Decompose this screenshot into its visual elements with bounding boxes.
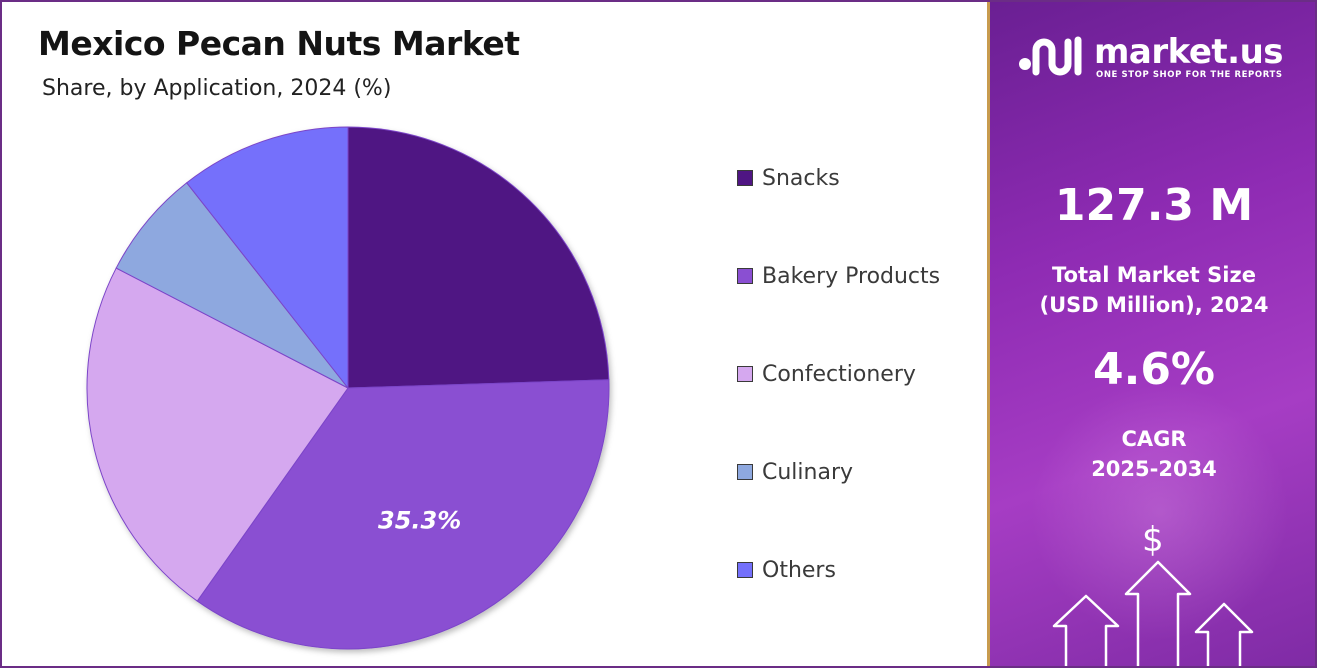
legend-swatch (737, 562, 753, 578)
legend-item-confectionery: Confectionery (737, 358, 916, 390)
brand-tagline: ONE STOP SHOP FOR THE REPORTS (1096, 70, 1283, 80)
pie-slice-bakery-products (196, 379, 610, 650)
summary-panel: market.us ONE STOP SHOP FOR THE REPORTS … (987, 2, 1315, 666)
legend-swatch (737, 464, 753, 480)
data-label-bakery-products: 35.3% (378, 506, 461, 534)
chart-title: Mexico Pecan Nuts Market (38, 24, 520, 63)
pie-slice-culinary (115, 182, 349, 389)
legend-label: Culinary (762, 459, 854, 485)
pie-slice-confectionery (86, 267, 349, 602)
brand-name: market.us (1094, 32, 1284, 72)
legend-label: Bakery Products (762, 263, 941, 289)
legend-label: Others (762, 557, 836, 583)
legend-item-snacks: Snacks (737, 162, 840, 194)
market-size-label-line1: Total Market Size (1052, 263, 1256, 287)
pie-slice-others (186, 126, 349, 390)
legend-swatch (737, 170, 753, 186)
market-size-value: 127.3 M (1054, 180, 1254, 231)
cagr-label-line2: 2025-2034 (1091, 457, 1217, 481)
pie-slice-snacks (347, 126, 610, 389)
pie-chart: 35.3% (86, 126, 610, 650)
legend-item-bakery-products: Bakery Products (737, 260, 940, 292)
cagr-value: 4.6% (1092, 344, 1216, 395)
legend-swatch (737, 268, 753, 284)
chart-subtitle: Share, by Application, 2024 (%) (42, 76, 392, 101)
cagr-label-line1: CAGR (1121, 427, 1187, 451)
market-size-label-line2: (USD Million), 2024 (1039, 293, 1269, 317)
legend-label: Snacks (762, 165, 840, 191)
chart-panel: Mexico Pecan Nuts Market Share, by Appli… (2, 2, 987, 666)
brand-mark-icon (1019, 36, 1082, 76)
brand-logo: market.us ONE STOP SHOP FOR THE REPORTS (1018, 32, 1298, 82)
background-glow (1030, 382, 1290, 642)
dollar-sign-icon: $ (1142, 520, 1164, 560)
legend-swatch (737, 366, 753, 382)
growth-arrows-icon (1052, 560, 1254, 666)
legend-item-others: Others (737, 554, 836, 586)
legend-item-culinary: Culinary (737, 456, 853, 488)
legend-label: Confectionery (762, 361, 916, 387)
